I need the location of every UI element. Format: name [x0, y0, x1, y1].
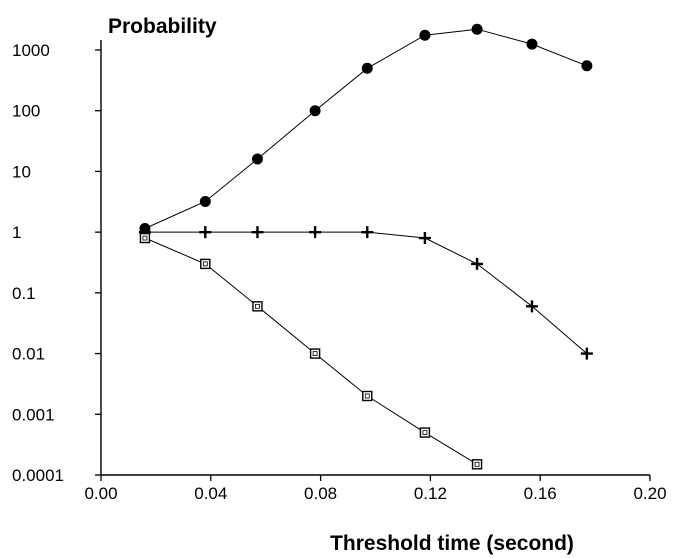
data-point-inner — [202, 261, 208, 267]
data-point — [309, 105, 321, 117]
data-point-inner — [474, 461, 480, 467]
data-point — [361, 62, 373, 74]
data-point — [251, 226, 264, 239]
data-point — [526, 38, 538, 50]
series-line — [144, 231, 588, 354]
y-tick-label: 1000 — [12, 41, 50, 60]
x-tick-label: 0.20 — [633, 484, 666, 503]
x-tick-label: 0.04 — [194, 484, 227, 503]
data-point — [525, 300, 538, 313]
series-plus — [138, 226, 593, 360]
data-point-inner — [364, 393, 370, 399]
data-point — [251, 153, 263, 165]
data-point — [309, 226, 322, 239]
y-axis-title: Probability — [108, 15, 217, 38]
x-tick-label: 0.00 — [84, 484, 117, 503]
y-tick-label: 100 — [12, 102, 40, 121]
data-point — [471, 257, 484, 270]
y-tick-label: 0.0001 — [12, 466, 64, 485]
y-tick-label: 1 — [12, 223, 21, 242]
y-tick-label: 0.01 — [12, 345, 45, 364]
axis-ticks: 0.0001 0.001 0.01 0.1 1 10 100 1000 0.00 0.04 0.08… — [12, 41, 667, 503]
x-tick-label: 0.12 — [414, 484, 447, 503]
data-point — [309, 348, 321, 359]
data-point — [471, 459, 483, 470]
data-point — [471, 23, 483, 35]
y-tick-label: 0.1 — [12, 284, 36, 303]
data-point-inner — [422, 430, 428, 435]
series-layer — [138, 23, 593, 470]
data-point-inner — [312, 351, 318, 356]
data-point — [419, 29, 431, 41]
data-point — [252, 301, 263, 312]
series-line — [144, 28, 588, 229]
data-point — [419, 427, 431, 438]
data-point — [200, 258, 211, 270]
data-point — [361, 226, 374, 239]
series-filled-circle — [139, 23, 593, 234]
series-open-square — [139, 232, 483, 470]
data-point — [581, 60, 593, 72]
data-point — [580, 347, 593, 360]
y-tick-label: 0.001 — [12, 405, 55, 424]
x-tick-label: 0.08 — [304, 484, 337, 503]
data-point — [199, 226, 212, 239]
data-point-inner — [142, 235, 148, 241]
data-point — [139, 232, 151, 244]
data-point-inner — [255, 303, 260, 309]
data-point — [199, 195, 211, 207]
x-axis-title: Threshold time (second) — [330, 532, 574, 555]
x-tick-label: 0.16 — [524, 484, 557, 503]
y-tick-label: 10 — [12, 162, 31, 181]
data-point — [418, 232, 431, 245]
data-point — [362, 390, 373, 402]
